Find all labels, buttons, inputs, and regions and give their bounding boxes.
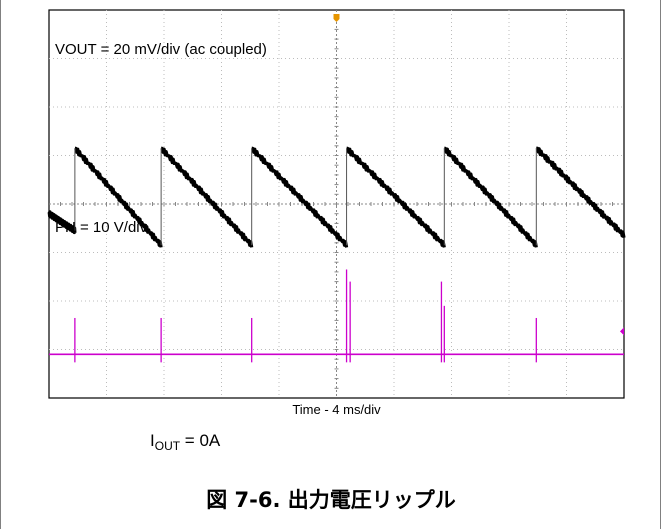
vout-ramp-segment — [346, 146, 446, 248]
oscilloscope-chart: VOUT = 20 mV/div (ac coupled) PH = 10 V/d… — [47, 9, 626, 399]
vout-ramp-segment — [443, 146, 538, 248]
x-axis-label: Time - 4 ms/div — [292, 402, 381, 417]
page-frame-left — [0, 0, 1, 529]
vout-ramp-segment — [74, 146, 163, 248]
grid — [49, 10, 624, 398]
figure-caption: 図 7-6. 出力電圧リップル — [206, 488, 456, 512]
test-condition: IOUT = 0A — [150, 431, 220, 453]
markers — [333, 14, 624, 336]
vout-ramp-segment — [535, 146, 626, 238]
vout-ramp-segment — [251, 146, 349, 248]
condition-prefix: I — [150, 431, 155, 450]
condition-value: = 0A — [180, 431, 221, 450]
traces — [47, 146, 626, 363]
labels: VOUT = 20 mV/div (ac coupled) PH = 10 V/d… — [55, 41, 267, 236]
vout-ramp-segment — [47, 210, 77, 235]
ch2-level-marker — [620, 327, 624, 336]
vout-ramp-segment — [160, 146, 254, 248]
condition-subscript: OUT — [154, 439, 181, 453]
ch2-scale-label: PH = 10 V/div — [55, 219, 148, 236]
page-frame-right — [660, 0, 661, 529]
ch1-scale-label: VOUT = 20 mV/div (ac coupled) — [55, 41, 267, 58]
trigger-marker — [333, 14, 340, 22]
